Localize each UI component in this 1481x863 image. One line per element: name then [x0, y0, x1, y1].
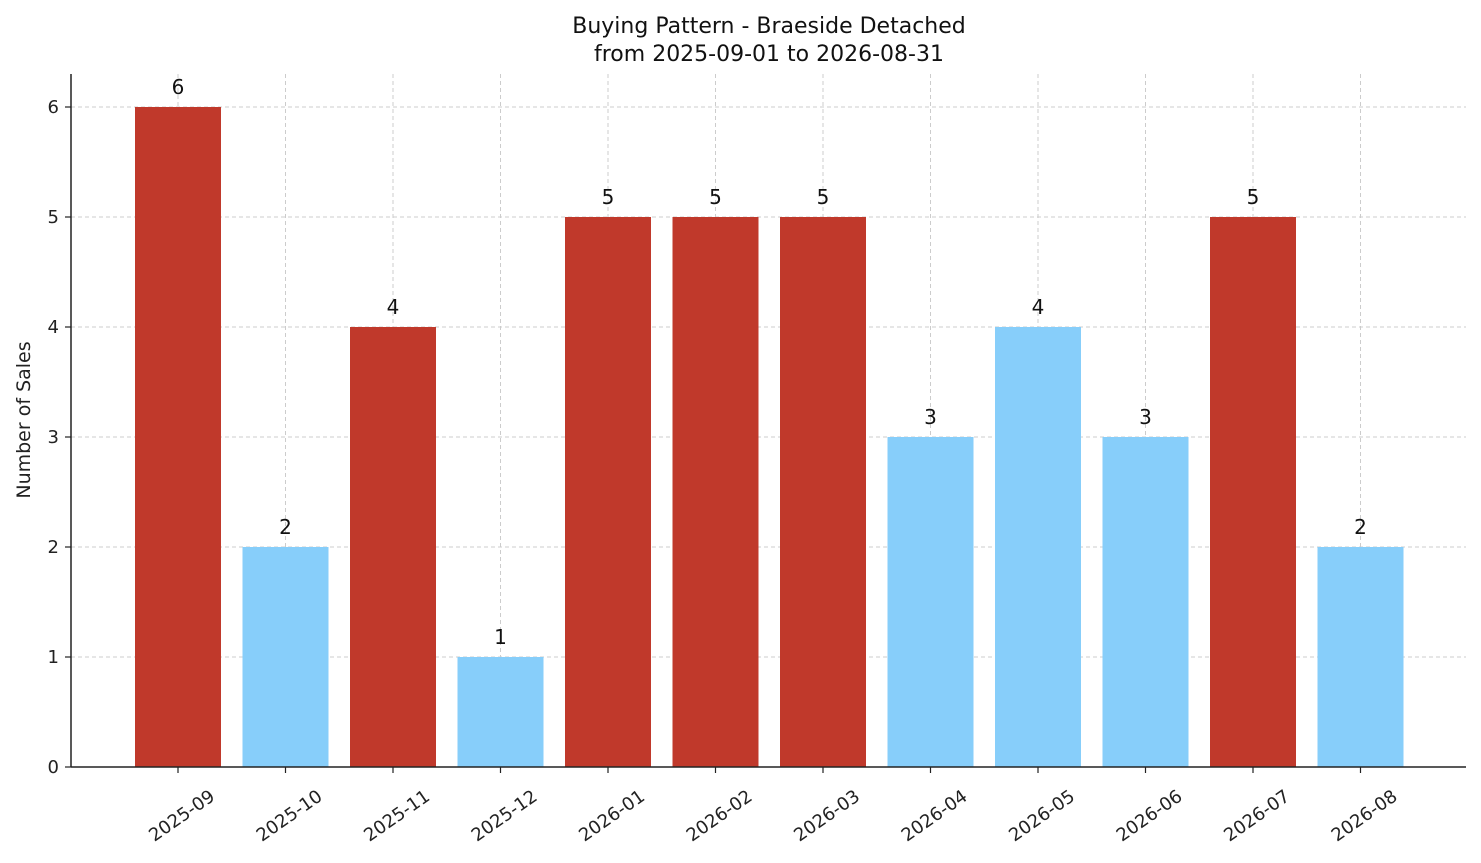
bar-value-label: 2	[279, 515, 292, 539]
bar-2026-03	[780, 217, 866, 767]
bar-2026-06	[1102, 437, 1189, 767]
bars	[135, 107, 1404, 767]
y-tick-label: 0	[48, 757, 59, 778]
x-tick-label: 2026-08	[1328, 786, 1402, 846]
bar-value-label: 3	[924, 405, 937, 429]
x-tick-label: 2025-09	[145, 786, 219, 846]
y-tick-label: 6	[48, 97, 59, 118]
bar-2025-10	[242, 547, 329, 767]
y-tick-label: 3	[48, 427, 59, 448]
bar-2026-05	[995, 327, 1081, 767]
x-tick-label: 2026-02	[683, 786, 757, 846]
chart-title: Buying Pattern - Braeside Detached	[572, 14, 966, 39]
chart-subtitle: from 2025-09-01 to 2026-08-31	[594, 42, 944, 67]
x-tick-label: 2026-06	[1113, 786, 1187, 846]
y-tick-label: 1	[48, 647, 59, 668]
bar-value-label: 2	[1354, 515, 1367, 539]
bar-value-label: 5	[602, 185, 615, 209]
x-tick-label: 2025-10	[253, 786, 327, 846]
bar-value-label: 3	[1139, 405, 1152, 429]
bar-2026-02	[672, 217, 759, 767]
y-tick-label: 2	[48, 537, 59, 558]
y-axis-label: Number of Sales	[13, 341, 35, 498]
bar-2026-01	[565, 217, 651, 767]
x-tick-label: 2026-07	[1220, 786, 1294, 846]
x-tick-label: 2026-03	[790, 786, 864, 846]
bar-2026-07	[1210, 217, 1296, 767]
x-tick-label: 2025-11	[360, 786, 434, 846]
bar-value-label: 6	[172, 75, 185, 99]
bar-value-label: 5	[817, 185, 830, 209]
bar-value-label: 5	[1247, 185, 1260, 209]
bar-2026-08	[1317, 547, 1404, 767]
y-tick-label: 5	[48, 207, 59, 228]
bar-value-label: 5	[709, 185, 722, 209]
x-tick-label: 2026-04	[898, 786, 972, 846]
x-tick-label: 2025-12	[468, 786, 542, 846]
bar-value-label: 1	[494, 625, 507, 649]
bar-2025-12	[457, 657, 544, 767]
x-tick-label: 2026-01	[575, 786, 649, 846]
x-tick-label: 2026-05	[1005, 786, 1079, 846]
bar-value-label: 4	[1032, 295, 1045, 319]
bar-2025-11	[350, 327, 436, 767]
y-tick-label: 4	[48, 317, 59, 338]
bar-2026-04	[887, 437, 974, 767]
bar-2025-09	[135, 107, 221, 767]
bar-value-label: 4	[387, 295, 400, 319]
axes	[65, 74, 1466, 773]
